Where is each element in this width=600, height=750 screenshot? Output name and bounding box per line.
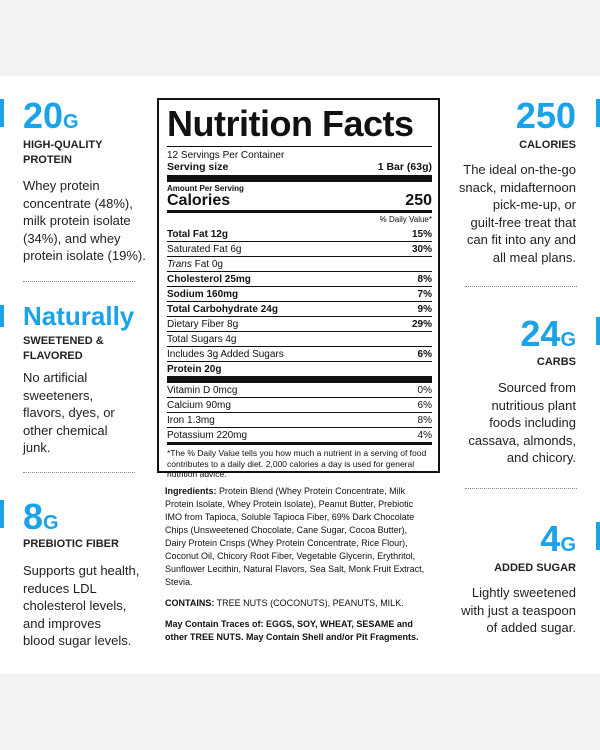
nutrient-label: Protein 20g (167, 364, 222, 375)
divider (23, 281, 135, 282)
ingredients-block: Ingredients: Protein Blend (Whey Protein… (165, 485, 427, 653)
nutrient-label: Dietary Fiber 8g (167, 319, 239, 330)
nutrition-facts-label: Nutrition Facts 12 Servings Per Containe… (157, 98, 440, 479)
serving-size-row: Serving size 1 Bar (63g) (167, 161, 432, 173)
amount-per-serving: Amount Per Serving (167, 175, 432, 193)
vitamin-rows: Vitamin D 0mcg 0% Calcium 90mg 6% Iron 1.3mg… (167, 383, 432, 442)
protein-description: Whey protein concentrate (48%), milk prote… (23, 178, 146, 264)
nutrient-label: Vitamin D 0mcg (167, 385, 238, 396)
accent-bar (0, 99, 4, 127)
nutrient-row: Saturated Fat 6g 30% (167, 241, 432, 256)
traces-text: May Contain Traces of: EGGS, SOY, WHEAT,… (165, 619, 419, 643)
nutrient-row: Vitamin D 0mcg 0% (167, 383, 432, 397)
calories-value: 250 (515, 95, 576, 136)
nutrient-daily-value: 9% (417, 304, 432, 315)
servings-per-container: 12 Servings Per Container (167, 146, 432, 161)
nutrient-label: Sodium 160mg (167, 289, 239, 300)
ingredients-text: Ingredients: Protein Blend (Whey Protein… (165, 486, 425, 588)
divider (23, 472, 135, 473)
naturally-description: No artificial sweeteners, flavors, dyes, o… (23, 370, 115, 456)
sugar-value: 4G (540, 518, 576, 559)
nutrient-row: Sodium 160mg 7% (167, 286, 432, 301)
nutrient-label: Iron 1.3mg (167, 415, 215, 426)
nutrient-row: Dietary Fiber 8g 29% (167, 316, 432, 331)
accent-bar (596, 317, 600, 345)
nutrient-row: Total Fat 12g 15% (167, 227, 432, 241)
nutrient-label: Total Fat 12g (167, 229, 228, 240)
nutrient-daily-value: 29% (411, 319, 432, 330)
protein-title: HIGH-QUALITY PROTEIN (23, 139, 103, 166)
accent-bar (596, 99, 600, 127)
accent-bar (596, 522, 600, 550)
naturally-title: SWEETENED & FLAVORED (23, 335, 104, 362)
nutrient-daily-value: 8% (417, 274, 432, 285)
calories-description: The ideal on-the-go snack, midafternoon pi… (458, 162, 576, 265)
nutrient-daily-value: 6% (417, 400, 432, 411)
nutrient-daily-value: 7% (417, 289, 432, 300)
divider (465, 488, 577, 489)
nutrient-rows: Total Fat 12g 15% Saturated Fat 6g 30% Trans… (167, 227, 432, 376)
nutrient-daily-value: 0% (417, 385, 432, 396)
contains-text: CONTAINS: TREE NUTS (COCONUTS), PEANUTS,… (165, 598, 404, 609)
nutrient-row: Potassium 220mg 4% (167, 427, 432, 442)
nutrient-label: Total Sugars 4g (167, 334, 237, 345)
nutrient-row: Total Carbohydrate 24g 9% (167, 301, 432, 316)
divider (465, 286, 577, 287)
calories-title: CALORIES (519, 139, 576, 151)
nutrient-label: Potassium 220mg (167, 430, 248, 441)
fiber-value: 8G (23, 496, 59, 537)
daily-value-header: % Daily Value* (167, 210, 432, 227)
nutrient-row: Protein 20g (167, 361, 432, 376)
carbs-title: CARBS (536, 356, 576, 368)
nutrient-label: Includes 3g Added Sugars (167, 349, 284, 360)
carbs-description: Sourced from nutritious plant foods includ… (468, 380, 576, 466)
accent-bar (0, 500, 4, 528)
calories-row: Calories 250 (167, 192, 432, 209)
nutrition-facts-title: Nutrition Facts (167, 103, 414, 144)
nutrient-daily-value: 8% (417, 415, 432, 426)
nutrient-label: Cholesterol 25mg (167, 274, 251, 285)
nutrient-daily-value: 30% (411, 244, 432, 255)
nutrient-label: Calcium 90mg (167, 400, 231, 411)
fiber-description: Supports gut health, reduces LDL cholester… (23, 563, 140, 649)
accent-bar (0, 305, 4, 327)
nutrient-row: Includes 3g Added Sugars 6% (167, 346, 432, 361)
nutrient-row: Trans Fat 0g (167, 256, 432, 271)
nutrient-label: Total Carbohydrate 24g (167, 304, 278, 315)
sugar-description: Lightly sweetened with just a teaspoon of … (461, 585, 576, 636)
divider (167, 376, 432, 383)
naturally-heading: Naturally (23, 301, 135, 331)
carbs-value: 24G (520, 313, 576, 354)
nutrient-label: Saturated Fat 6g (167, 244, 242, 255)
nutrient-row: Iron 1.3mg 8% (167, 412, 432, 427)
nutrient-row: Calcium 90mg 6% (167, 397, 432, 412)
footnote: *The % Daily Value tells you how much a … (167, 442, 432, 480)
fiber-title: PREBIOTIC FIBER (23, 538, 119, 550)
nutrient-row: Cholesterol 25mg 8% (167, 271, 432, 286)
sugar-title: ADDED SUGAR (494, 562, 576, 574)
protein-value: 20G (23, 95, 79, 136)
nutrient-label: Trans Fat 0g (167, 259, 223, 270)
nutrient-daily-value: 6% (417, 349, 432, 360)
nutrient-daily-value: 4% (417, 430, 432, 441)
nutrient-row: Total Sugars 4g (167, 331, 432, 346)
nutrient-daily-value: 15% (411, 229, 432, 240)
